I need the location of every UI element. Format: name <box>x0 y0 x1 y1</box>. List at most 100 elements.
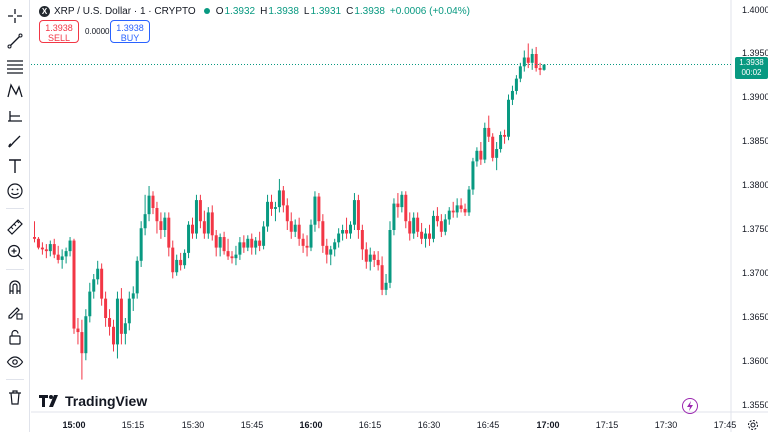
candle-body <box>364 249 368 262</box>
candle-body <box>167 217 171 248</box>
candle-body <box>349 224 352 234</box>
buy-button[interactable]: 1.3938 BUY <box>110 20 150 43</box>
candle-body <box>368 254 372 262</box>
candle-body <box>372 254 376 260</box>
candle-body <box>84 316 88 354</box>
candle-body <box>60 256 64 260</box>
candle-body <box>119 298 123 334</box>
chart-pane[interactable]: X XRP / U.S. Dollar · 1 · CRYPTO O 1.3932… <box>31 0 768 432</box>
price-tick-label: 1.3850 <box>742 136 768 146</box>
candle-body <box>428 233 431 239</box>
time-tick-label: 17:00 <box>536 420 560 430</box>
candle-body <box>380 265 384 290</box>
trend-line-icon[interactable] <box>3 29 27 53</box>
candle-body <box>518 66 522 79</box>
emoji-icon[interactable] <box>3 179 27 203</box>
time-tick-label: 17:30 <box>654 420 678 430</box>
candle-body <box>530 54 534 63</box>
close-value: 1.3938 <box>354 5 385 17</box>
candle-body <box>175 259 179 273</box>
candle-body <box>435 215 439 222</box>
candle-body <box>507 99 510 137</box>
sell-button[interactable]: 1.3938 SELL <box>39 20 79 43</box>
gear-icon[interactable] <box>747 419 759 431</box>
candle-body <box>420 231 424 239</box>
price-tick-label: 1.3550 <box>742 400 768 410</box>
zoom-in-icon[interactable] <box>3 240 27 264</box>
candle-body <box>416 217 420 232</box>
candle-body <box>376 259 380 266</box>
xrp-logo-icon: X <box>39 5 50 17</box>
pattern-icon[interactable] <box>3 79 27 103</box>
candle-body <box>503 134 507 137</box>
candle-body <box>313 196 317 225</box>
text-icon[interactable] <box>3 154 27 178</box>
lock-drawing-icon[interactable] <box>3 300 27 324</box>
candle-body <box>40 247 44 250</box>
candle-body <box>44 249 48 252</box>
candle-body <box>317 196 321 222</box>
symbol-title[interactable]: XRP / U.S. Dollar · 1 · CRYPTO <box>54 5 196 17</box>
candle-body <box>202 221 206 234</box>
candle-body <box>471 161 475 190</box>
tradingview-logo-icon <box>39 395 58 407</box>
price-tick-label: 1.3700 <box>742 268 768 278</box>
candle-body <box>514 78 518 91</box>
projection-icon[interactable] <box>3 104 27 128</box>
candle-body <box>345 230 349 234</box>
candle-body <box>281 190 285 206</box>
candle-body <box>289 221 293 232</box>
candle-body <box>325 245 329 255</box>
market-status-icon[interactable] <box>203 8 210 14</box>
fib-retracement-icon[interactable] <box>3 54 27 78</box>
candle-body <box>408 221 412 234</box>
candle-body <box>384 282 388 290</box>
time-tick-label: 17:45 <box>713 420 737 430</box>
lock-icon[interactable] <box>3 325 27 349</box>
candle-body <box>451 210 455 213</box>
candle-body <box>194 200 198 234</box>
candle-body <box>187 224 191 253</box>
candle-body <box>297 224 301 239</box>
time-tick-label: 16:30 <box>417 420 441 430</box>
candle-body <box>104 298 108 318</box>
sell-price: 1.3938 <box>45 23 73 33</box>
candle-body <box>459 205 463 209</box>
candle-body <box>222 237 226 252</box>
high-label: H <box>260 5 268 17</box>
brush-icon[interactable] <box>3 129 27 153</box>
candle-body <box>218 237 222 248</box>
time-tick-label: 16:00 <box>299 420 323 430</box>
candle-body <box>242 242 246 248</box>
magnet-icon[interactable] <box>3 275 27 299</box>
candle-body <box>226 251 230 257</box>
candle-body <box>333 242 337 250</box>
candle-body <box>210 212 214 236</box>
candle-body <box>356 200 360 230</box>
candle-body <box>234 254 238 259</box>
candle-body <box>214 235 218 248</box>
time-tick-label: 17:15 <box>595 420 619 430</box>
trash-icon[interactable] <box>3 385 27 409</box>
candle-body <box>92 279 96 292</box>
candle-body <box>522 57 526 67</box>
candle-body <box>123 323 127 334</box>
candle-body <box>163 217 167 230</box>
candlestick-chart[interactable] <box>31 0 768 432</box>
candle-body <box>467 189 471 213</box>
ruler-icon[interactable] <box>3 215 27 239</box>
candle-body <box>127 298 131 324</box>
candle-body <box>52 244 56 255</box>
candle-body <box>206 212 210 234</box>
candle-body <box>495 149 499 158</box>
lightning-icon[interactable] <box>682 398 698 414</box>
candle-body <box>305 245 309 248</box>
candle-body <box>487 127 491 137</box>
drawing-toolbar <box>0 0 30 432</box>
tradingview-logo[interactable]: TradingView <box>39 393 147 409</box>
candle-body <box>388 230 392 283</box>
time-tick-label: 15:00 <box>62 420 86 430</box>
high-value: 1.3938 <box>268 5 299 17</box>
eye-icon[interactable] <box>3 350 27 374</box>
crosshair-icon[interactable] <box>3 4 27 28</box>
